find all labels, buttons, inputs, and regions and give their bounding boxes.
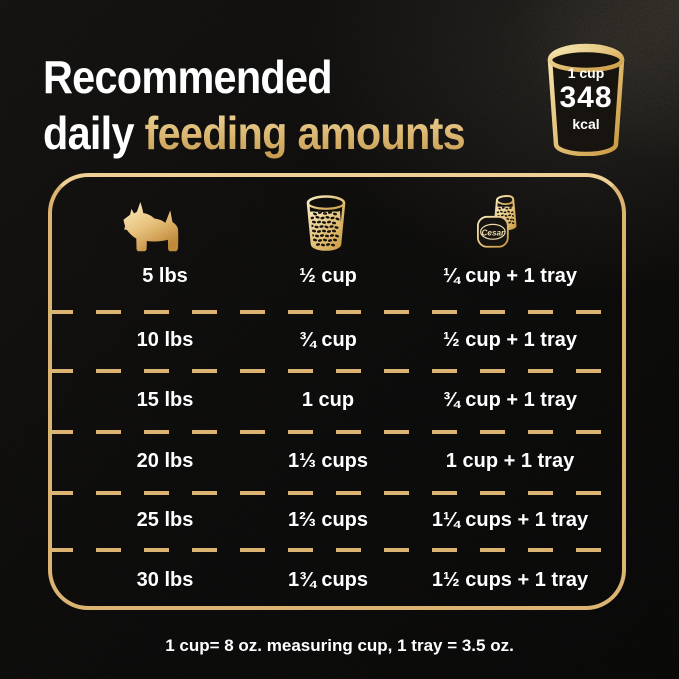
svg-text:Cesar: Cesar [482, 228, 505, 237]
